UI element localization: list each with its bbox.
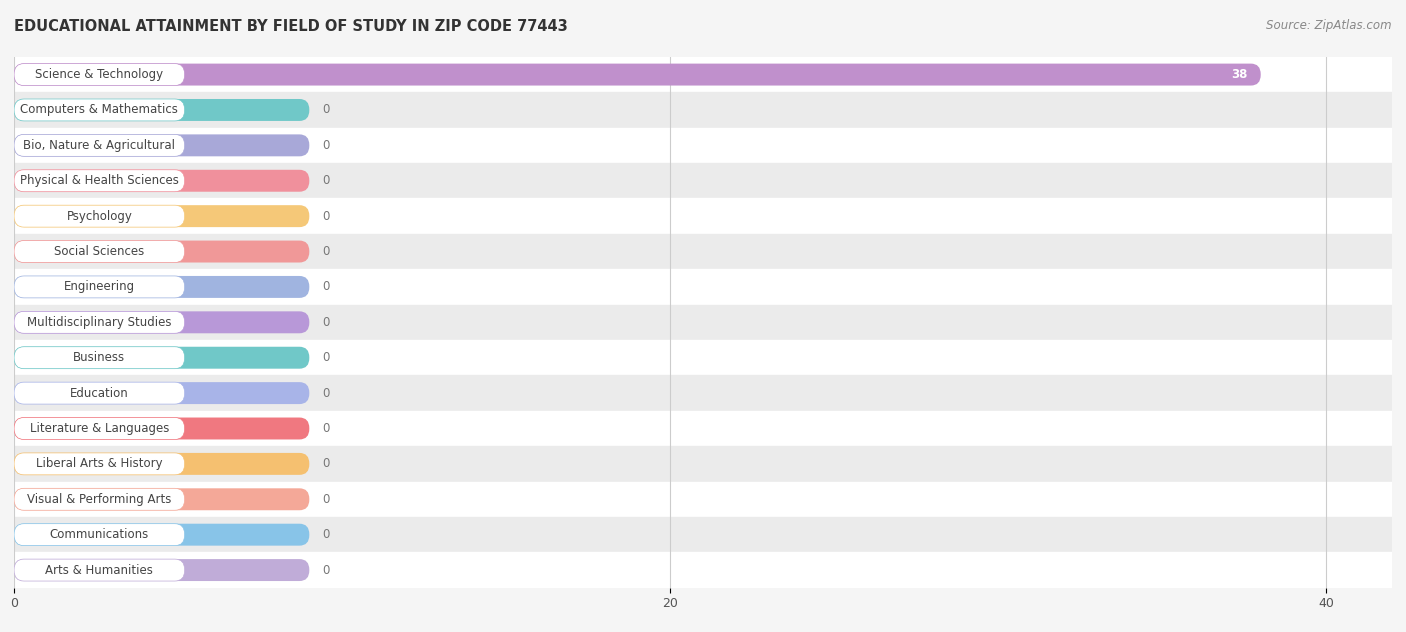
Bar [14, 482, 1392, 517]
Text: 0: 0 [322, 174, 330, 187]
FancyBboxPatch shape [14, 312, 309, 333]
Text: 0: 0 [322, 210, 330, 222]
Text: 0: 0 [322, 387, 330, 399]
Text: 0: 0 [322, 245, 330, 258]
FancyBboxPatch shape [14, 559, 184, 581]
Text: 0: 0 [322, 528, 330, 541]
Text: Liberal Arts & History: Liberal Arts & History [37, 458, 163, 470]
Text: 0: 0 [322, 422, 330, 435]
Bar [14, 305, 1392, 340]
FancyBboxPatch shape [14, 276, 309, 298]
Text: 0: 0 [322, 351, 330, 364]
FancyBboxPatch shape [14, 489, 309, 510]
FancyBboxPatch shape [14, 559, 309, 581]
Text: 0: 0 [322, 139, 330, 152]
Bar [14, 552, 1392, 588]
Text: Engineering: Engineering [63, 281, 135, 293]
Text: Bio, Nature & Agricultural: Bio, Nature & Agricultural [24, 139, 176, 152]
FancyBboxPatch shape [14, 524, 184, 545]
Bar [14, 446, 1392, 482]
Text: Multidisciplinary Studies: Multidisciplinary Studies [27, 316, 172, 329]
FancyBboxPatch shape [14, 347, 309, 368]
FancyBboxPatch shape [14, 99, 184, 121]
FancyBboxPatch shape [14, 382, 184, 404]
FancyBboxPatch shape [14, 453, 309, 475]
Text: 0: 0 [322, 281, 330, 293]
Bar [14, 411, 1392, 446]
FancyBboxPatch shape [14, 312, 184, 333]
Bar [14, 340, 1392, 375]
FancyBboxPatch shape [14, 64, 1261, 85]
FancyBboxPatch shape [14, 135, 184, 156]
FancyBboxPatch shape [14, 99, 309, 121]
FancyBboxPatch shape [14, 135, 309, 156]
FancyBboxPatch shape [14, 241, 309, 262]
Bar [14, 92, 1392, 128]
Text: Science & Technology: Science & Technology [35, 68, 163, 81]
FancyBboxPatch shape [14, 170, 309, 191]
Text: Visual & Performing Arts: Visual & Performing Arts [27, 493, 172, 506]
Bar [14, 234, 1392, 269]
Bar [14, 198, 1392, 234]
Text: Physical & Health Sciences: Physical & Health Sciences [20, 174, 179, 187]
FancyBboxPatch shape [14, 524, 309, 545]
Text: 38: 38 [1232, 68, 1247, 81]
Text: Psychology: Psychology [66, 210, 132, 222]
Bar [14, 57, 1392, 92]
Text: EDUCATIONAL ATTAINMENT BY FIELD OF STUDY IN ZIP CODE 77443: EDUCATIONAL ATTAINMENT BY FIELD OF STUDY… [14, 19, 568, 34]
Text: 0: 0 [322, 316, 330, 329]
FancyBboxPatch shape [14, 489, 184, 510]
Text: Literature & Languages: Literature & Languages [30, 422, 169, 435]
Text: Communications: Communications [49, 528, 149, 541]
Bar [14, 375, 1392, 411]
Bar [14, 517, 1392, 552]
Text: Source: ZipAtlas.com: Source: ZipAtlas.com [1267, 19, 1392, 32]
FancyBboxPatch shape [14, 241, 184, 262]
FancyBboxPatch shape [14, 205, 309, 227]
Text: Social Sciences: Social Sciences [55, 245, 145, 258]
FancyBboxPatch shape [14, 382, 309, 404]
FancyBboxPatch shape [14, 418, 184, 439]
FancyBboxPatch shape [14, 453, 184, 475]
Bar [14, 269, 1392, 305]
FancyBboxPatch shape [14, 347, 184, 368]
FancyBboxPatch shape [14, 276, 184, 298]
Text: Computers & Mathematics: Computers & Mathematics [21, 104, 179, 116]
FancyBboxPatch shape [14, 170, 184, 191]
FancyBboxPatch shape [14, 418, 309, 439]
Bar [14, 163, 1392, 198]
FancyBboxPatch shape [14, 205, 184, 227]
Text: 0: 0 [322, 493, 330, 506]
FancyBboxPatch shape [14, 64, 184, 85]
Text: Arts & Humanities: Arts & Humanities [45, 564, 153, 576]
Text: Education: Education [70, 387, 129, 399]
Text: 0: 0 [322, 458, 330, 470]
Text: 0: 0 [322, 564, 330, 576]
Text: Business: Business [73, 351, 125, 364]
Text: 0: 0 [322, 104, 330, 116]
Bar [14, 128, 1392, 163]
